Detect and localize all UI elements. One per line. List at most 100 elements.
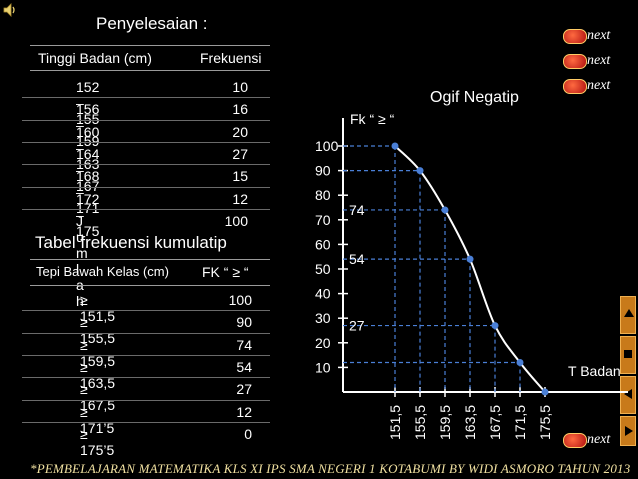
value-annotation: 27: [349, 318, 365, 334]
x-tick-label: 175,5: [537, 405, 553, 440]
data-point: [466, 255, 474, 263]
table2-top-border: [30, 259, 270, 260]
data-point: [416, 167, 424, 175]
table1-value-cell: 16: [232, 101, 248, 118]
left-arrow-icon: [624, 389, 632, 399]
table1-class-cell: 156 – 159: [76, 101, 100, 150]
table1-class-cell: 152 – 155: [76, 79, 100, 127]
table2-class-cell: ≥ 163,5: [80, 358, 116, 391]
logo-icon: [563, 54, 587, 69]
logo-icon: [563, 433, 587, 448]
y-tick-label: 70: [315, 212, 331, 228]
x-tick-label: 171,5: [512, 405, 528, 440]
logo-icon: [563, 79, 587, 94]
data-point: [516, 358, 524, 366]
logo-icon: [563, 29, 587, 44]
next-button[interactable]: next: [563, 53, 619, 69]
row-divider: [22, 208, 270, 210]
table1-header-frequency: Frekuensi: [200, 50, 262, 66]
table2-class-cell: ≥ 159,5: [80, 336, 116, 369]
table2-header-class: Tepi Bawah Kelas (cm): [36, 264, 169, 279]
nav-forward-button[interactable]: [620, 416, 636, 446]
x-tick-label: 167,5: [487, 405, 503, 440]
table1-header-height: Tinggi Badan (cm): [38, 50, 152, 66]
row-divider: [22, 332, 270, 334]
data-point: [541, 388, 549, 396]
table1-class-cell: 168 – 171: [76, 168, 100, 217]
data-point: [491, 322, 499, 330]
row-divider: [22, 186, 270, 188]
row-divider: [22, 97, 270, 99]
table2-value-cell: 100: [228, 292, 252, 308]
value-annotation: 54: [349, 251, 365, 267]
table2-value-cell: 74: [236, 336, 252, 353]
x-axis-label: T Badan: [568, 363, 621, 379]
table1-top-border: [30, 45, 270, 46]
chart-title: Ogif Negatip: [430, 89, 519, 106]
table2-class-cell: ≥ 151,5: [80, 292, 116, 324]
table1-value-cell: 100: [224, 212, 248, 229]
data-point: [391, 142, 399, 150]
row-divider: [22, 310, 270, 312]
table1-value-cell: 20: [232, 123, 248, 140]
y-tick-label: 90: [315, 163, 331, 179]
y-tick-label: 10: [315, 359, 331, 375]
row-divider: [22, 119, 270, 121]
y-tick-label: 20: [315, 335, 331, 351]
x-tick-label: 163,5: [462, 405, 478, 440]
speaker-icon[interactable]: [2, 2, 18, 18]
row-divider: [22, 141, 270, 143]
x-tick-label: 155,5: [412, 405, 428, 440]
nav-home-button[interactable]: [620, 336, 636, 374]
x-tick-label: 151,5: [387, 405, 403, 440]
table2-value-cell: 0: [244, 425, 252, 442]
row-divider: [22, 421, 270, 423]
table2-header-border: [30, 285, 270, 286]
row-divider: [22, 399, 270, 401]
table1-header-border: [30, 70, 270, 71]
table2-class-cell: ≥ 155,5: [80, 314, 116, 347]
value-annotation: 74: [349, 202, 365, 218]
y-tick-label: 60: [315, 236, 331, 252]
y-tick-label: 80: [315, 187, 331, 203]
row-divider: [22, 377, 270, 379]
y-tick-label: 50: [315, 261, 331, 277]
table1-value-cell: 27: [232, 145, 248, 162]
table1-value-cell: 10: [232, 79, 248, 95]
table2-class-cell: ≥ 167,5: [80, 381, 116, 414]
table1-class-cell: J u m l a h: [76, 212, 88, 309]
next-button[interactable]: next: [563, 432, 619, 448]
next-button[interactable]: next: [563, 28, 619, 44]
next-label: next: [587, 78, 611, 93]
next-label: next: [587, 28, 611, 43]
table2-value-cell: 27: [236, 381, 252, 398]
y-tick-label: 40: [315, 286, 331, 302]
right-arrow-icon: [625, 426, 633, 436]
home-icon: [624, 350, 632, 358]
table1-class-cell: 164 – 167: [76, 145, 100, 194]
y-tick-label: 100: [315, 138, 339, 154]
table2-value-cell: 54: [236, 358, 252, 375]
data-point: [441, 206, 449, 214]
solution-heading: Penyelesaian :: [96, 14, 208, 33]
table2-value-cell: 90: [236, 314, 252, 331]
next-button[interactable]: next: [563, 78, 619, 94]
y-tick-label: 30: [315, 310, 331, 326]
next-label: next: [587, 432, 611, 447]
row-divider: [22, 164, 270, 166]
table1-class-cell: 172 – 175: [76, 190, 100, 239]
footer-credit: *PEMBELAJARAN MATEMATIKA KLS XI IPS SMA …: [30, 461, 631, 476]
x-tick-label: 159,5: [437, 405, 453, 440]
table2-header-fk: FK “ ≥ “: [202, 264, 249, 280]
up-arrow-icon: [624, 309, 634, 317]
table1-value-cell: 12: [232, 190, 248, 207]
nav-back-button[interactable]: [620, 376, 636, 414]
row-divider: [22, 354, 270, 356]
table2-class-cell: ≥ 171’5: [80, 403, 115, 436]
nav-up-button[interactable]: [620, 296, 636, 334]
table2-value-cell: 12: [236, 403, 252, 420]
table2-class-cell: ≥ 175’5: [80, 425, 115, 458]
y-axis-label: Fk “ ≥ “: [350, 111, 395, 127]
cumulative-table-heading: Tabel frekuensi kumulatip: [35, 233, 227, 252]
